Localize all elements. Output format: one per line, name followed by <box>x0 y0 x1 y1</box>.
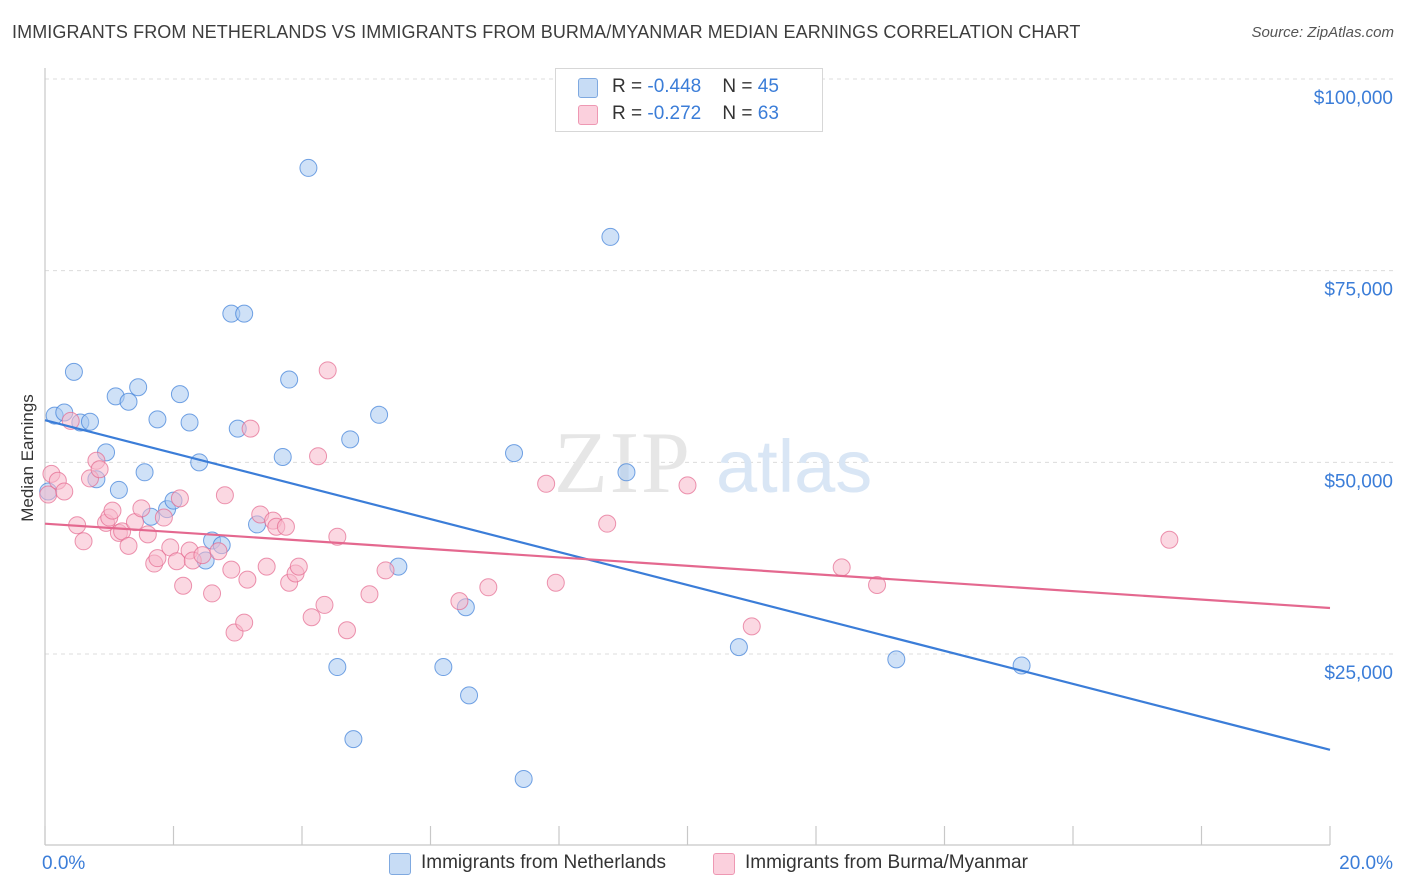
legend-n-label: N = <box>722 103 758 124</box>
point-burma <box>868 576 887 594</box>
point-burma <box>170 489 189 508</box>
point-burma <box>215 486 234 505</box>
point-netherlands <box>601 227 620 246</box>
point-burma <box>832 558 851 577</box>
point-burma <box>209 542 228 561</box>
point-burma <box>328 527 347 546</box>
point-netherlands <box>617 463 636 482</box>
point-burma <box>193 546 212 565</box>
point-burma <box>546 573 565 592</box>
point-burma <box>537 474 556 493</box>
axes <box>44 68 1331 846</box>
chart-title: IMMIGRANTS FROM NETHERLANDS VS IMMIGRANT… <box>12 22 1081 42</box>
point-netherlands <box>505 444 524 463</box>
trend-line-netherlands <box>44 419 1331 751</box>
point-burma <box>148 549 167 568</box>
point-burma <box>235 613 254 632</box>
source-label: Source: ZipAtlas.com <box>1251 24 1394 41</box>
watermark-atlas: atlas <box>716 425 872 508</box>
point-burma <box>289 557 308 576</box>
point-burma <box>138 525 157 544</box>
point-burma <box>598 514 617 533</box>
legend-r-value: -0.272 <box>647 103 702 124</box>
point-burma <box>479 578 498 597</box>
y-tick-label: $75,000 <box>1324 280 1393 301</box>
point-burma <box>315 595 334 614</box>
point-netherlands <box>135 463 154 482</box>
point-netherlands <box>370 405 389 424</box>
legend-swatch-burma <box>578 105 598 125</box>
point-netherlands <box>460 686 479 705</box>
y-tick-label: $100,000 <box>1314 88 1393 109</box>
bottom-legend-label-burma: Immigrants from Burma/Myanmar <box>745 852 1028 873</box>
point-netherlands <box>328 658 347 677</box>
legend-n-value: 45 <box>757 76 779 97</box>
point-netherlands <box>109 480 128 499</box>
point-netherlands <box>64 362 83 381</box>
legend-r-label: R = <box>612 103 648 124</box>
watermark: ZIP atlas <box>554 415 872 512</box>
point-burma <box>360 585 379 604</box>
point-burma <box>90 460 109 479</box>
point-netherlands <box>344 730 363 749</box>
point-burma <box>203 584 222 603</box>
legend-r-value: -0.448 <box>647 76 702 97</box>
x-tick-label: 0.0% <box>42 853 85 874</box>
point-netherlands <box>235 304 254 323</box>
y-tick-label: $25,000 <box>1324 663 1393 684</box>
point-burma <box>376 561 395 580</box>
point-netherlands <box>119 392 138 411</box>
point-burma <box>678 476 697 495</box>
point-netherlands <box>280 370 299 389</box>
point-burma <box>74 532 93 551</box>
point-burma <box>119 536 138 555</box>
point-burma <box>241 419 260 438</box>
point-netherlands <box>434 658 453 677</box>
trend-line-burma <box>44 522 1331 610</box>
trend-lines <box>44 419 1331 751</box>
point-netherlands <box>887 650 906 669</box>
point-burma <box>222 560 241 579</box>
point-burma <box>154 508 173 527</box>
point-burma <box>450 592 469 611</box>
legend-swatch-netherlands <box>578 78 598 98</box>
y-tick-label: $50,000 <box>1324 471 1393 492</box>
point-burma <box>55 482 74 501</box>
data-points <box>39 158 1179 788</box>
x-tick-label: 20.0% <box>1339 853 1393 874</box>
point-burma <box>742 617 761 636</box>
point-netherlands <box>273 447 292 466</box>
point-burma <box>1160 530 1179 549</box>
bottom-legend-label-netherlands: Immigrants from Netherlands <box>421 852 666 873</box>
point-netherlands <box>170 385 189 404</box>
point-netherlands <box>514 769 533 788</box>
point-burma <box>309 447 328 466</box>
bottom-legend-swatch-burma <box>713 853 735 875</box>
point-netherlands <box>129 378 148 397</box>
point-burma <box>257 557 276 576</box>
point-netherlands <box>299 158 318 177</box>
point-netherlands <box>729 638 748 657</box>
point-netherlands <box>341 430 360 449</box>
legend-n-label: N = <box>722 76 758 97</box>
watermark-zip: ZIP <box>554 415 692 512</box>
point-burma <box>174 576 193 595</box>
point-netherlands <box>148 410 167 429</box>
point-burma <box>276 517 295 536</box>
bottom-legend-swatch-netherlands <box>389 853 411 875</box>
point-burma <box>132 499 151 518</box>
legend-n-value: 63 <box>757 103 779 124</box>
correlation-legend: R = -0.448 N = 45 R = -0.272 N = 63 <box>555 68 823 132</box>
legend-r-label: R = <box>612 76 648 97</box>
point-burma <box>302 608 321 627</box>
point-netherlands <box>180 413 199 432</box>
point-burma <box>103 501 122 520</box>
point-netherlands <box>80 412 99 431</box>
point-burma <box>238 570 257 589</box>
point-burma <box>318 361 337 380</box>
point-burma <box>337 621 356 640</box>
tick-labels: $25,000 $50,000 $75,000 $100,000 0.0% 20.0% <box>42 88 1393 874</box>
